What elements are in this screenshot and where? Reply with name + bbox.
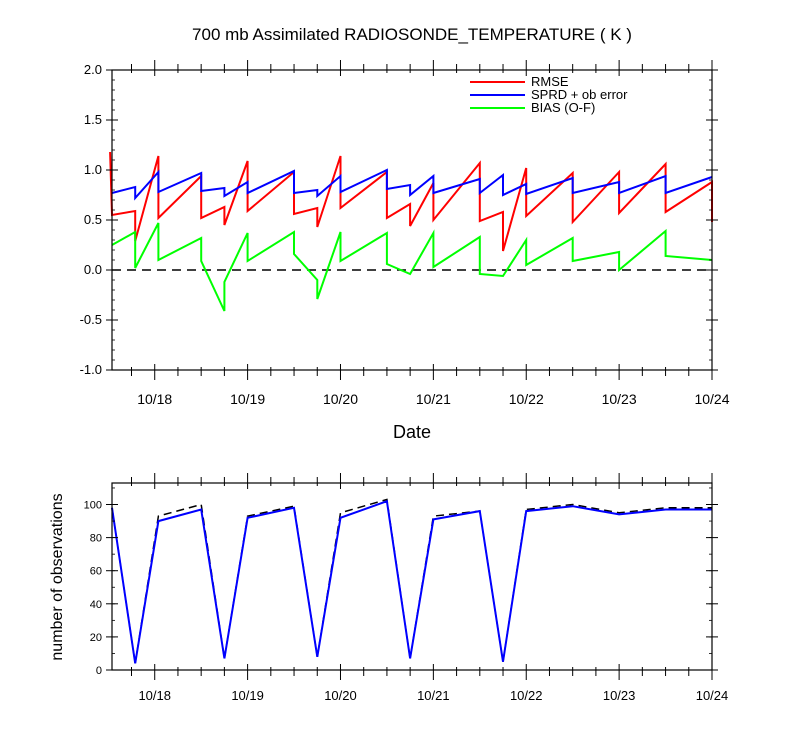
plot-frame: [111, 69, 713, 371]
x-tick-label-10-21: 10/21: [417, 688, 450, 703]
y-tick-label-80: 80: [90, 533, 102, 545]
y-tick-label-1-0: -1.0: [80, 362, 102, 377]
y-tick-label-20: 20: [90, 632, 102, 644]
x-tick-label-10-23: 10/23: [602, 391, 637, 407]
series-line-bias-o-f: [111, 222, 713, 312]
legend-label-bias-o-f: BIAS (O-F): [531, 100, 595, 115]
x-tick-label-10-20: 10/20: [324, 688, 357, 703]
y-tick-label-1-0: 1.0: [84, 162, 102, 177]
top-axes: -1.0 -0.5 0.0 0.5 1.0 1.5 2.0 10/18 10/19 10/20 10…: [80, 60, 730, 407]
top-series-lines: [109, 151, 713, 312]
x-tick-label-10-19: 10/19: [230, 391, 265, 407]
x-tick-label-10-20: 10/20: [323, 391, 358, 407]
plot-frame: [111, 482, 713, 671]
x-tick-label-10-23: 10/23: [603, 688, 636, 703]
y-axis-label: number of observations: [49, 493, 66, 660]
bottom-series-lines: [111, 498, 712, 664]
x-tick-label-10-18: 10/18: [137, 391, 172, 407]
series-line-sprd-ob-error: [111, 168, 713, 201]
y-tick-label-0-5: 0.5: [84, 212, 102, 227]
x-tick-label-10-24: 10/24: [694, 391, 729, 407]
y-tick-label-0: 0: [96, 665, 102, 677]
y-tick-label-2-0: 2.0: [84, 62, 102, 77]
y-tick-label-100: 100: [84, 500, 102, 512]
series-line-rmse: [109, 151, 713, 252]
x-axis-label: Date: [393, 422, 431, 442]
obs-line-solid: [111, 499, 712, 664]
legend-label-rmse: RMSE: [531, 74, 569, 89]
y-tick-label-60: 60: [90, 566, 102, 578]
x-tick-label-10-18: 10/18: [138, 688, 171, 703]
bottom-axes: 0 20 40 60 80 100 10/18 10/19 10/20 10/21 10/22 10/…: [84, 473, 729, 703]
x-tick-label-10-21: 10/21: [416, 391, 451, 407]
bottom-plot-area: 0 20 40 60 80 100 10/18 10/19 10/20 10/21 10/22 10/…: [84, 473, 729, 703]
y-tick-label-0-5: -0.5: [80, 312, 102, 327]
chart-title: 700 mb Assimilated RADIOSONDE_TEMPERATUR…: [192, 25, 632, 44]
y-tick-label-40: 40: [90, 599, 102, 611]
y-tick-label-0-0: 0.0: [84, 262, 102, 277]
y-tick-label-1-5: 1.5: [84, 112, 102, 127]
obs-line-dashed: [111, 498, 712, 664]
legend-label-sprd-ob-error: SPRD + ob error: [531, 87, 628, 102]
x-tick-label-10-22: 10/22: [509, 391, 544, 407]
x-tick-label-10-19: 10/19: [231, 688, 264, 703]
x-tick-label-10-22: 10/22: [510, 688, 543, 703]
x-tick-label-10-24: 10/24: [696, 688, 729, 703]
